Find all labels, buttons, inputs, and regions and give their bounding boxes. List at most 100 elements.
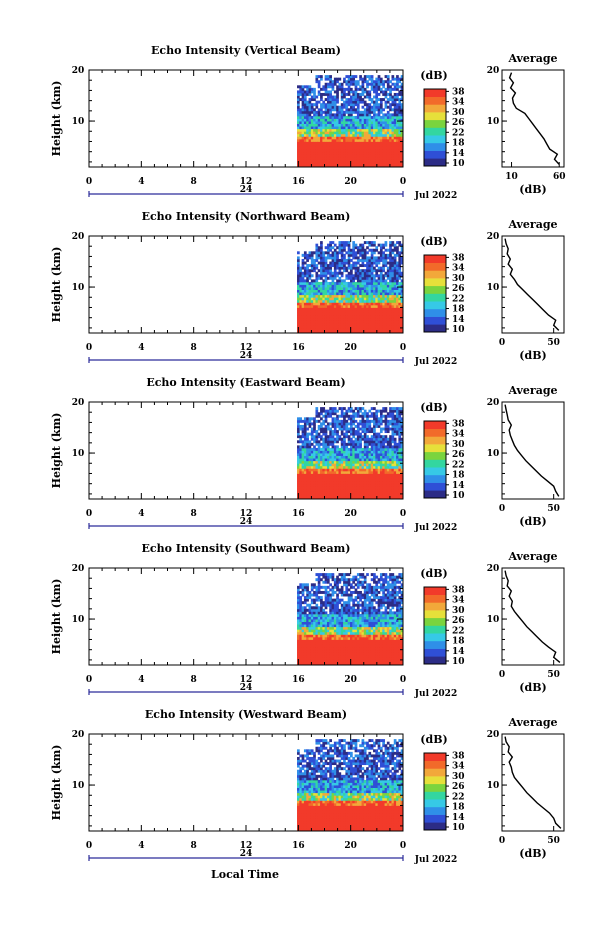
heatmap-cell [303,151,307,155]
heatmap-cell [389,271,392,275]
heatmap-cell [303,154,307,158]
heatmap-cell [310,624,314,628]
heatmap-cell [396,128,399,132]
heatmap-cell [354,468,358,472]
heatmap-cell [301,330,305,334]
heatmap-cell [359,302,362,306]
heatmap-cell [359,473,362,477]
colorbar-swatch [424,158,446,167]
heatmap-cell [400,287,404,290]
heatmap-cell [320,327,323,331]
heatmap-cell [398,294,402,298]
heatmap-cell [340,496,344,500]
heatmap-cell [379,322,383,326]
heatmap-cell [343,455,346,459]
heatmap-cell [301,105,305,109]
heatmap-cell [368,128,372,132]
heatmap-cell [336,424,339,428]
heatmap-cell [322,156,326,160]
heatmap-cell [303,271,307,275]
heatmap-cell [324,82,328,86]
heatmap-cell [391,75,395,79]
heatmap-cell [333,312,337,316]
heatmap-cell [363,419,367,423]
heatmap-cell [324,297,328,301]
heatmap-cell [398,126,402,130]
heatmap-cell [331,156,335,160]
heatmap-cell [317,251,321,255]
heatmap-cell [320,264,323,268]
heatmap-cell [336,292,339,296]
heatmap-cell [297,419,300,423]
heatmap-cell [301,149,305,153]
average-x-tick-label: 0 [499,338,505,348]
heatmap-cell [391,486,395,490]
heatmap-cell [331,289,335,293]
heatmap-cell [377,476,381,479]
heatmap-cell [382,445,385,449]
heatmap-cell [391,123,395,127]
heatmap-cell [393,432,397,436]
heatmap-cell [384,315,388,319]
heatmap-cell [324,327,328,331]
heatmap-cell [391,491,395,495]
heatmap-cell [361,465,365,469]
heatmap-cell [333,289,337,293]
heatmap-cell [317,496,321,500]
heatmap-cell [356,123,360,127]
heatmap-cell [308,154,312,158]
heatmap-cell [393,453,397,456]
heatmap-cell [343,258,346,262]
heatmap-cell [308,256,312,260]
heatmap-cell [384,289,388,293]
heatmap-cell [313,287,316,290]
heatmap-cell [345,299,349,303]
heatmap-cell [398,463,402,467]
heatmap-cell [320,491,323,495]
heatmap-cell [391,483,395,487]
heatmap-cell [382,138,385,142]
heatmap-cell [361,269,365,273]
heatmap-cell [303,330,307,334]
heatmap-cell [329,131,332,135]
average-line [504,404,560,497]
heatmap-cell [382,161,385,165]
heatmap-cell [391,251,395,255]
heatmap-cell [386,468,390,472]
heatmap-cell [366,463,369,467]
heatmap-cell [384,161,388,165]
heatmap-cell [315,407,319,411]
heatmap-cell [338,126,342,130]
heatmap-cell [306,304,309,308]
heatmap-cell [382,463,385,467]
heatmap-cell [343,424,346,428]
heatmap-cell [389,473,392,477]
heatmap-cell [303,133,307,137]
heatmap-cell [398,103,402,107]
heatmap-cell [324,496,328,500]
heatmap-cell [343,493,346,497]
heatmap-cell [301,159,305,163]
colorbar-swatch [424,451,446,460]
heatmap-cell [297,304,300,308]
heatmap-cell [396,154,399,158]
heatmap-cell [368,424,372,428]
heatmap-cell [303,315,307,319]
heatmap-cell [379,248,383,252]
heatmap-cell [301,121,305,124]
heatmap-cell [343,113,346,117]
heatmap-cell [303,470,307,474]
heatmap-cell [370,156,374,160]
heatmap-cell [352,138,356,142]
heatmap-cell [306,634,309,638]
heatmap-cell [384,304,388,308]
heatmap-cell [370,453,374,456]
heatmap-cell [396,468,399,472]
heatmap-cell [373,149,376,153]
heatmap-cell [370,315,374,319]
heatmap-cell [315,412,319,416]
heatmap-cell [370,307,374,311]
heatmap-cell [347,325,351,329]
heatmap-cell [368,95,372,99]
heatmap-cell [340,243,344,247]
